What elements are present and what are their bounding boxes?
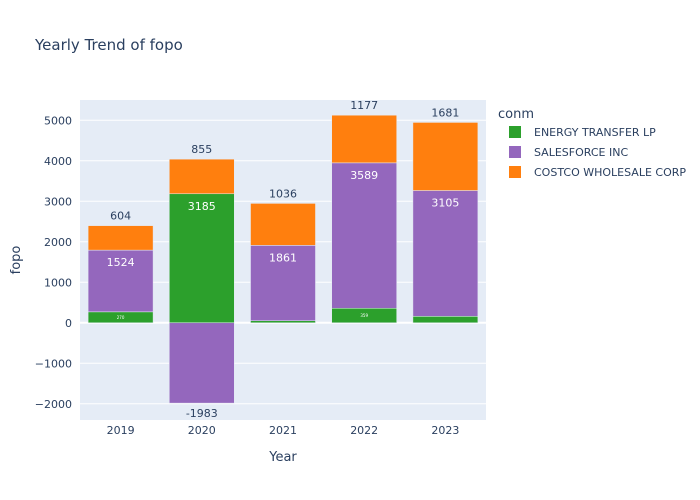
bar-data-label: 3185 <box>188 200 216 213</box>
bar-data-label: 1681 <box>431 106 459 119</box>
bar-data-label: 1524 <box>107 256 135 269</box>
bar-segment <box>412 316 479 324</box>
y-tick-label: 0 <box>65 317 72 330</box>
x-tick-label: 2019 <box>107 424 135 437</box>
legend: conm ENERGY TRANSFER LP SALESFORCE INC COS… <box>498 107 686 179</box>
bar-segment <box>331 162 397 309</box>
bar-segment <box>87 225 154 251</box>
y-tick-label: 2000 <box>44 236 72 249</box>
bar-data-label: 1861 <box>269 251 297 264</box>
chart-title: Yearly Trend of fopo <box>34 36 183 54</box>
legend-item-label: SALESFORCE INC <box>534 146 628 159</box>
bar-data-label: 604 <box>110 210 131 223</box>
legend-swatch <box>509 126 521 138</box>
bar-segment <box>250 203 316 246</box>
bar-segment <box>412 122 479 191</box>
bar-segment <box>331 114 397 164</box>
bar-data-label: 3589 <box>350 169 378 182</box>
legend-item-label: ENERGY TRANSFER LP <box>534 126 656 139</box>
legend-item-label: COSTCO WHOLESALE CORP <box>534 166 686 179</box>
bar-segment <box>87 249 154 313</box>
data-labels: 270 3185 359 1524 -1983 1861 3589 3105 604 855 103… <box>107 99 460 420</box>
bar-segment <box>412 190 479 317</box>
y-tick-label: 1000 <box>44 276 72 289</box>
bar-data-label: 855 <box>191 143 212 156</box>
legend-swatch <box>509 146 521 158</box>
legend-title: conm <box>498 107 534 122</box>
x-tick-label: 2023 <box>431 424 459 437</box>
bar-data-label: 3105 <box>431 197 459 210</box>
y-tick-label: −1000 <box>35 357 72 370</box>
x-axis-title: Year <box>268 450 297 465</box>
y-tick-label: 3000 <box>44 195 72 208</box>
y-axis-ticks: −2000 −1000 0 1000 2000 3000 4000 5000 <box>35 114 72 411</box>
x-tick-label: 2022 <box>350 424 378 437</box>
x-axis-ticks: 2019 2020 2021 2022 2023 <box>107 424 460 437</box>
bar-data-label: 1036 <box>269 187 297 200</box>
bar-segment <box>250 320 316 324</box>
x-tick-label: 2021 <box>269 424 297 437</box>
y-axis-title: fopo <box>9 246 24 275</box>
bar-segment <box>169 322 235 404</box>
bar-segment <box>250 245 316 322</box>
bar-data-label: -1983 <box>186 407 218 420</box>
x-tick-label: 2020 <box>188 424 216 437</box>
y-tick-label: −2000 <box>35 398 72 411</box>
bar-segment <box>169 193 235 324</box>
bar-data-label: 270 <box>117 315 125 320</box>
bar-segment <box>169 158 235 195</box>
legend-swatch <box>509 166 521 178</box>
y-tick-label: 4000 <box>44 155 72 168</box>
y-tick-label: 5000 <box>44 114 72 127</box>
bar-data-label: 1177 <box>350 99 378 112</box>
bar-data-label: 359 <box>360 313 368 318</box>
bars <box>87 114 479 404</box>
